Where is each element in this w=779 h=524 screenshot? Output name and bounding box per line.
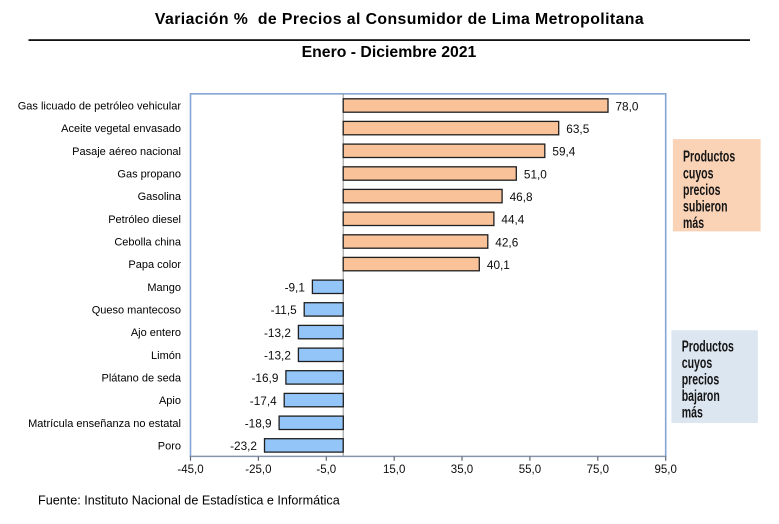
svg-text:51,0: 51,0 [524,167,547,181]
svg-text:Queso mantecoso: Queso mantecoso [92,304,181,316]
svg-text:bajaron: bajaron [682,387,720,405]
svg-text:Ajo entero: Ajo entero [131,327,181,339]
svg-text:35,0: 35,0 [451,464,473,476]
svg-text:Pasaje aéreo nacional: Pasaje aéreo nacional [72,146,181,158]
svg-text:Productos: Productos [682,337,734,355]
svg-text:-23,2: -23,2 [230,439,257,453]
svg-text:Variación % de Precios al Con: Variación % de Precios al Consumidor de … [155,11,644,28]
svg-text:-16,9: -16,9 [252,371,279,385]
svg-text:40,1: 40,1 [487,258,510,272]
svg-text:Fuente: Instituto Nacional de: Fuente: Instituto Nacional de Estadístic… [38,494,340,508]
svg-text:-9,1: -9,1 [285,281,305,295]
svg-text:Petróleo diesel: Petróleo diesel [108,214,181,226]
svg-text:-25,0: -25,0 [245,464,271,476]
svg-text:-18,9: -18,9 [245,417,272,431]
svg-text:Productos: Productos [683,148,735,166]
svg-text:-45,0: -45,0 [177,464,203,476]
svg-text:Gasolina: Gasolina [138,191,182,203]
svg-text:78,0: 78,0 [616,99,639,113]
svg-text:Limón: Limón [151,350,181,362]
svg-text:Papa color: Papa color [128,259,181,271]
svg-text:15,0: 15,0 [383,464,405,476]
svg-text:Gas licuado de petróleo vehicu: Gas licuado de petróleo vehicular [18,101,182,113]
svg-text:Plátano de seda: Plátano de seda [101,372,181,384]
svg-text:Apio: Apio [159,395,181,407]
svg-text:Cebolla china: Cebolla china [114,237,182,249]
svg-text:Mango: Mango [147,282,181,294]
svg-text:59,4: 59,4 [552,145,575,159]
svg-text:precios: precios [682,370,720,388]
svg-text:Aceite vegetal envasado: Aceite vegetal envasado [61,123,181,135]
svg-text:63,5: 63,5 [566,122,589,136]
svg-text:-13,2: -13,2 [264,349,291,363]
svg-text:-17,4: -17,4 [250,394,277,408]
svg-text:-5,0: -5,0 [316,464,336,476]
svg-text:-11,5: -11,5 [271,303,297,317]
svg-text:más: más [683,214,704,232]
svg-text:subieron: subieron [683,197,728,215]
svg-text:Enero - Diciembre 2021: Enero - Diciembre 2021 [302,44,477,61]
svg-text:46,8: 46,8 [510,190,533,204]
svg-text:-13,2: -13,2 [264,326,291,340]
svg-text:precios: precios [683,181,721,199]
svg-text:95,0: 95,0 [655,464,677,476]
svg-text:44,4: 44,4 [501,213,524,227]
svg-text:55,0: 55,0 [519,464,541,476]
svg-text:cuyos: cuyos [682,354,713,372]
svg-text:Matrícula enseñanza no estatal: Matrícula enseñanza no estatal [28,418,181,430]
svg-text:75,0: 75,0 [587,464,609,476]
svg-text:más: más [682,404,703,422]
svg-text:cuyos: cuyos [683,164,714,182]
svg-text:Poro: Poro [158,440,181,452]
svg-text:42,6: 42,6 [495,235,518,249]
svg-text:Gas propano: Gas propano [117,169,181,181]
